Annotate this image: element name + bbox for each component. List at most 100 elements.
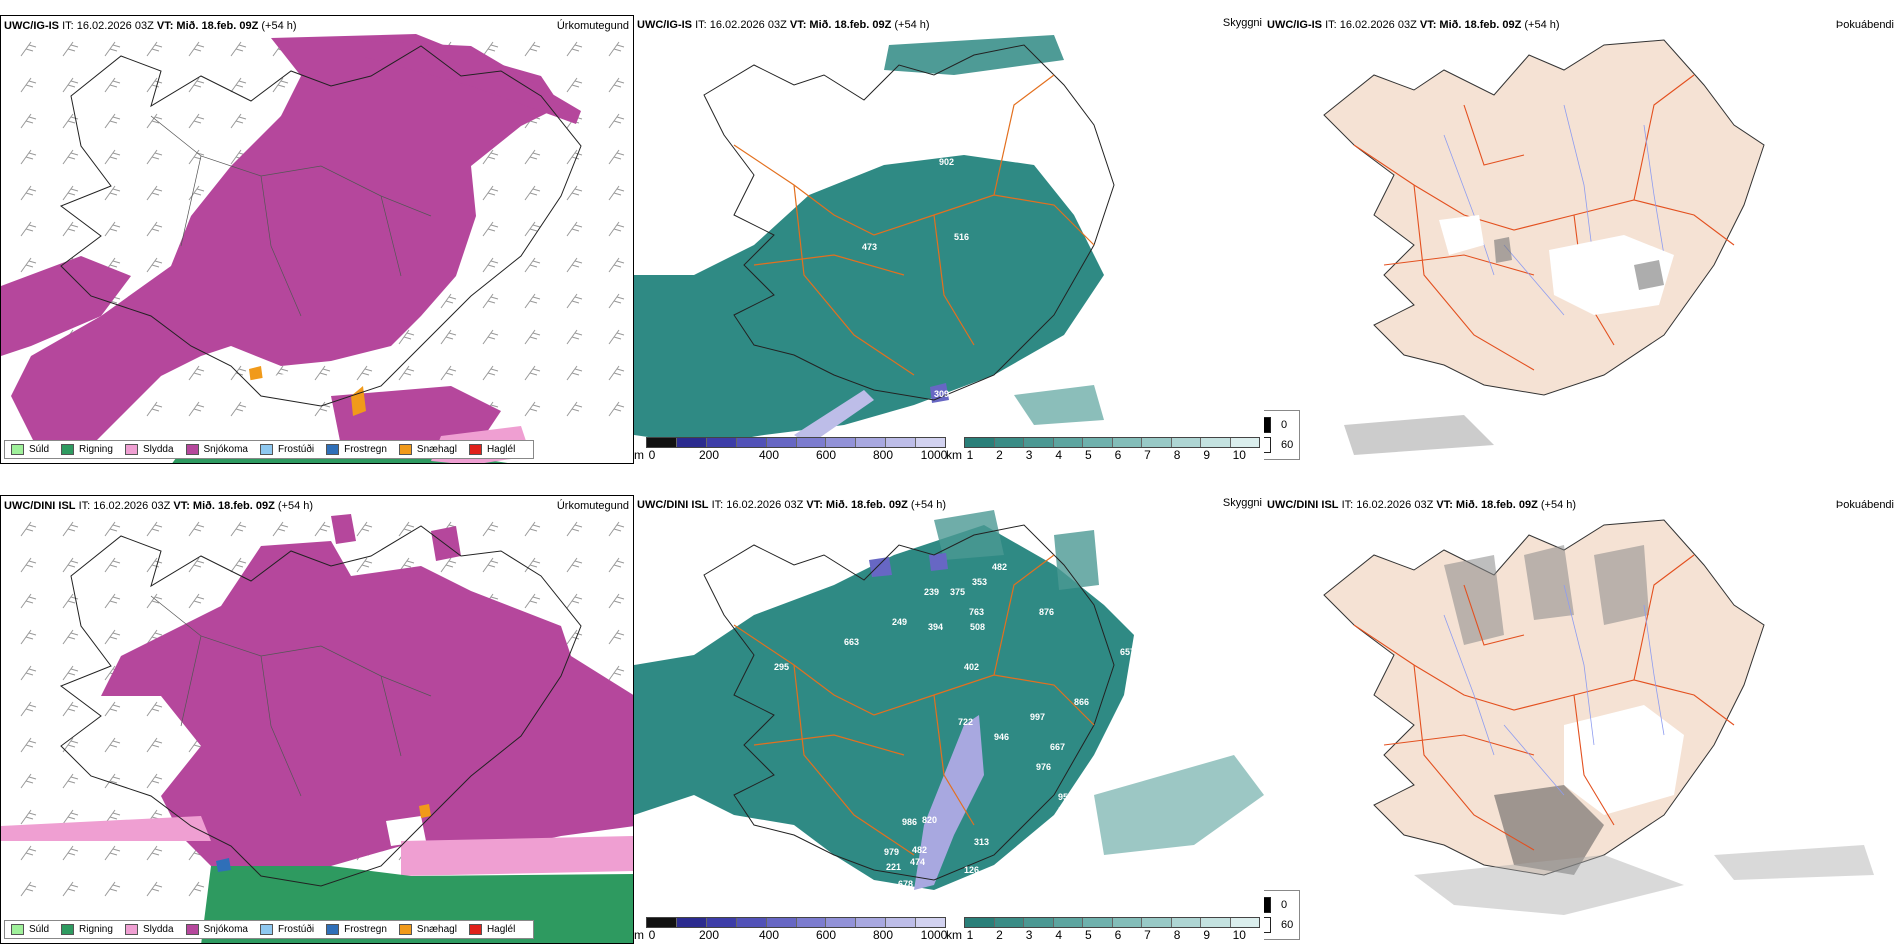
wind-barb xyxy=(566,629,583,645)
visibility-map-bottom: 482 353 239 375 763 876 318 249 394 508 657 295 663 4… xyxy=(634,510,1264,897)
colorbar-cell xyxy=(1201,918,1231,927)
tick-label: 1 xyxy=(966,448,974,462)
colorbar-cell xyxy=(766,438,797,447)
wind-barb xyxy=(482,257,499,273)
wind-barb xyxy=(146,149,163,165)
road-network xyxy=(733,74,1095,376)
wind-barb xyxy=(398,329,415,345)
wind-barb xyxy=(20,257,37,273)
legend-swatch xyxy=(11,924,24,935)
colorbar-cell xyxy=(1142,918,1172,927)
wind-barb xyxy=(104,521,121,537)
low-vis-area xyxy=(934,510,1099,590)
panel-title: UWC/DINI ISL IT: 16.02.2026 03Z VT: Mið.… xyxy=(4,500,314,512)
legend-item: Frostregn xyxy=(326,444,387,455)
tick-label: 7 xyxy=(1144,448,1151,462)
colorbar-strip xyxy=(646,917,946,928)
wind-barb xyxy=(20,221,37,237)
legend-item: Snæhagl xyxy=(398,924,457,935)
wind-barb xyxy=(566,521,583,537)
coastline xyxy=(59,525,582,887)
legend-label: Snæhagl xyxy=(416,924,457,935)
tick-label: 1000 xyxy=(920,928,948,942)
legend-swatch xyxy=(398,924,412,935)
legend-label: Frostúði xyxy=(277,924,315,935)
wind-barb xyxy=(62,881,79,897)
wind-barb xyxy=(608,593,625,609)
panel-label: Þokuábendi xyxy=(1835,499,1894,511)
wind-barb xyxy=(20,629,37,645)
precip-legend: Súld Rigning Slydda Snjókoma Frostúði Fr… xyxy=(4,920,535,939)
visibility-value: 318 xyxy=(1118,612,1133,622)
tick-label: 200 xyxy=(698,928,720,942)
wind-barb xyxy=(20,809,37,825)
colorbar-cell xyxy=(965,918,995,927)
colorbar-cell xyxy=(1171,918,1201,927)
fog-patch xyxy=(1414,845,1874,915)
panel-title: UWC/IG-IS IT: 16.02.2026 03Z VT: Mið. 18… xyxy=(1267,19,1560,31)
visibility-value: 249 xyxy=(892,617,907,627)
wind-barb xyxy=(146,221,163,237)
hail-area xyxy=(249,366,366,416)
wind-barb xyxy=(524,593,541,609)
wind-barb xyxy=(188,557,205,573)
colorbar-cell xyxy=(916,918,946,927)
tick-label: 6 xyxy=(1114,448,1122,462)
legend-item: Rigning xyxy=(61,444,113,455)
legend-swatch xyxy=(259,444,273,455)
wind-barb xyxy=(62,521,79,537)
tick-label: 400 xyxy=(758,448,780,462)
visibility-values: 482 353 239 375 763 876 318 249 394 508 657 295 663 4… xyxy=(774,562,1135,897)
colorbar-cell xyxy=(1230,438,1259,447)
wind-barb xyxy=(482,221,499,237)
legend-item: Snjókoma xyxy=(185,444,248,455)
wind-barb xyxy=(272,521,289,537)
wind-barb xyxy=(20,521,37,537)
sleet-area xyxy=(1,816,633,876)
wind-barb xyxy=(104,737,121,753)
wind-barb xyxy=(20,185,37,201)
visibility-colorbar-km: km 1 2 3 4 5 6 7 8 9 10 xyxy=(946,437,1260,462)
wind-barb xyxy=(20,773,37,789)
wind-barb xyxy=(314,365,331,381)
tick-label: 400 xyxy=(758,928,780,942)
wind-barb xyxy=(482,557,499,573)
colorbar-cell xyxy=(736,438,767,447)
panel-label: Skyggni xyxy=(1222,497,1262,509)
visibility-value: 820 xyxy=(922,815,937,825)
wind-barb xyxy=(104,773,121,789)
wind-barb xyxy=(20,737,37,753)
wind-barb xyxy=(608,221,625,237)
legend-swatch xyxy=(326,444,340,455)
very-low-vis xyxy=(914,715,984,890)
wind-barb xyxy=(146,401,163,417)
wind-barb xyxy=(566,185,583,201)
visibility-value: 997 xyxy=(1030,712,1045,722)
visibility-value: 946 xyxy=(994,732,1009,742)
legend-label: Súld xyxy=(29,444,50,455)
tick-label: 600 xyxy=(815,928,837,942)
wind-barb xyxy=(272,77,289,93)
wind-barb xyxy=(524,41,541,57)
fog-legend: 0 60 xyxy=(1264,410,1301,460)
visibility-panel-bottom: UWC/DINI ISL IT: 16.02.2026 03Z VT: Mið.… xyxy=(634,495,1264,944)
colorbar-cell xyxy=(796,438,827,447)
wind-barb xyxy=(608,557,625,573)
very-low-vis xyxy=(869,553,948,577)
visibility-value: 678 xyxy=(898,879,913,889)
region-lines xyxy=(150,595,432,797)
wind-barb xyxy=(230,77,247,93)
wind-barb xyxy=(188,365,205,381)
wind-barb xyxy=(146,557,163,573)
wind-barb xyxy=(608,257,625,273)
wind-barb xyxy=(104,881,121,897)
legend-item: Haglél xyxy=(468,444,515,455)
fog-patch xyxy=(1444,545,1649,645)
visibility-value: 313 xyxy=(974,837,989,847)
tick-label: 200 xyxy=(698,448,720,462)
wind-barb xyxy=(482,41,499,57)
coastline xyxy=(703,44,1115,401)
wind-barb xyxy=(188,401,205,417)
visibility-value: 722 xyxy=(958,717,973,727)
wind-barb xyxy=(146,845,163,861)
